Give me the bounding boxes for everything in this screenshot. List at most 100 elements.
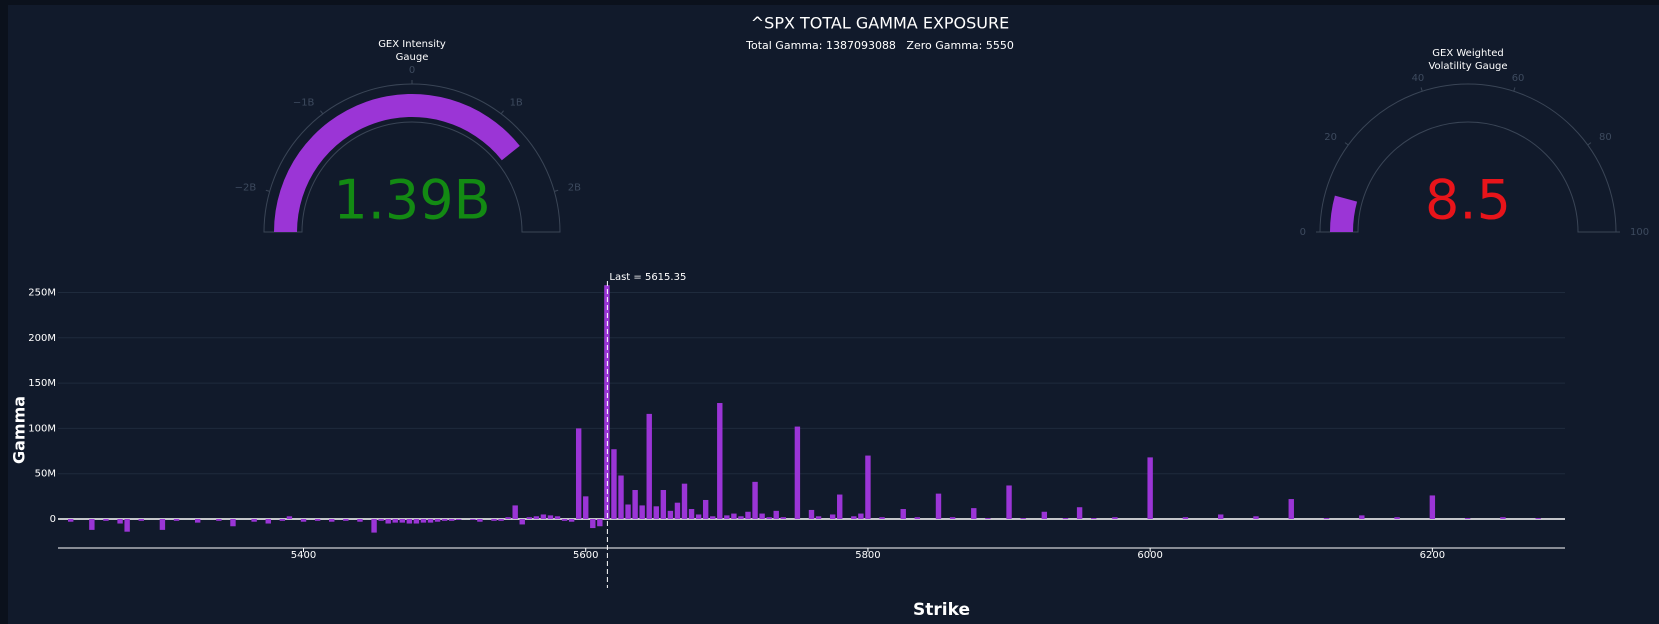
bar (780, 517, 786, 520)
y-tick-label: 250M (28, 287, 56, 298)
bar (738, 516, 744, 520)
bar (399, 519, 405, 523)
bar (1464, 518, 1471, 520)
bar (385, 519, 391, 524)
x-tick-label: 5400 (291, 550, 316, 561)
bar (265, 519, 271, 524)
bar (971, 508, 977, 520)
gauge-tick-label: 60 (1512, 73, 1525, 84)
bar (597, 519, 603, 527)
bar (547, 515, 554, 520)
bar (653, 506, 659, 520)
y-tick-label: 150M (28, 378, 56, 389)
bar (1218, 514, 1224, 520)
gauge-bar (1330, 195, 1358, 232)
gauge-tick-label: 0 (1300, 227, 1306, 238)
bar (1323, 518, 1330, 520)
bar (519, 519, 525, 525)
bar (688, 509, 695, 520)
bar (343, 519, 349, 521)
bar (138, 519, 144, 521)
x-tick-label: 6200 (1420, 550, 1445, 561)
bar (674, 502, 681, 520)
x-tick-label: 6000 (1137, 550, 1162, 561)
bar (900, 509, 906, 520)
bar (329, 519, 335, 522)
gauge-title: Gauge (396, 52, 429, 63)
bar (724, 515, 730, 520)
bar (639, 505, 645, 520)
bar (1020, 518, 1026, 520)
y-tick-label: 100M (28, 423, 56, 434)
panel (8, 5, 1659, 624)
bar (1359, 515, 1365, 520)
bar (1429, 495, 1436, 520)
bar (413, 519, 420, 524)
gauge-tick (1344, 142, 1349, 146)
bar (829, 514, 836, 520)
bar (1500, 517, 1506, 520)
bar (103, 519, 109, 521)
y-axis-title: Gamma (10, 396, 29, 464)
bar (477, 519, 483, 522)
bar (314, 519, 321, 521)
y-tick-label: 50M (35, 469, 56, 480)
bar (561, 519, 568, 521)
bar (1041, 511, 1048, 520)
bar (505, 517, 511, 520)
bar (540, 514, 547, 520)
bar (554, 516, 561, 520)
bar (590, 519, 596, 529)
bar (230, 519, 236, 527)
bar (279, 519, 286, 521)
bar (498, 519, 504, 521)
bar (1006, 485, 1012, 520)
bar (371, 519, 377, 533)
bar (717, 403, 723, 520)
bar (491, 519, 497, 521)
bar (759, 513, 765, 520)
last-price-label: Last = 5615.35 (609, 272, 686, 283)
bar (67, 519, 74, 522)
chart-subtitle: Total Gamma: 1387093088 Zero Gamma: 5550 (745, 39, 1014, 52)
bar (914, 517, 921, 520)
gauge-tick-label: 2B (568, 183, 581, 194)
bar (392, 519, 398, 523)
gauge-tick (554, 189, 559, 192)
bar (710, 516, 716, 520)
bar (949, 517, 956, 520)
bar (808, 509, 815, 520)
bar (300, 519, 307, 522)
bar (1147, 457, 1153, 520)
bar (745, 511, 751, 520)
bar (124, 519, 130, 532)
gauge-tick-label: −1B (293, 98, 315, 109)
chart-title: ^SPX TOTAL GAMMA EXPOSURE (751, 14, 1010, 33)
bar (879, 517, 885, 520)
bar (667, 510, 674, 520)
bar (935, 493, 942, 520)
bar (1253, 516, 1259, 520)
bar (533, 516, 540, 520)
bar (251, 519, 257, 522)
gauge-tick-label: 100 (1630, 227, 1649, 238)
bar (1535, 518, 1541, 520)
bar (512, 505, 518, 520)
bar (1076, 507, 1083, 520)
bar (1394, 517, 1400, 520)
x-tick-label: 5800 (855, 550, 880, 561)
bar (618, 475, 624, 520)
bar (194, 519, 201, 523)
bar (286, 516, 293, 520)
gauge-value: 8.5 (1425, 169, 1511, 232)
bar (378, 519, 384, 521)
bar (625, 504, 631, 520)
gauge-tick (1587, 142, 1592, 146)
y-tick-label: 0 (50, 514, 56, 525)
bar (575, 428, 582, 520)
bar (702, 499, 709, 520)
gauge-tick-label: 20 (1324, 132, 1337, 143)
bar (632, 490, 638, 520)
x-tick-label: 5600 (573, 550, 598, 561)
bar (837, 494, 843, 520)
